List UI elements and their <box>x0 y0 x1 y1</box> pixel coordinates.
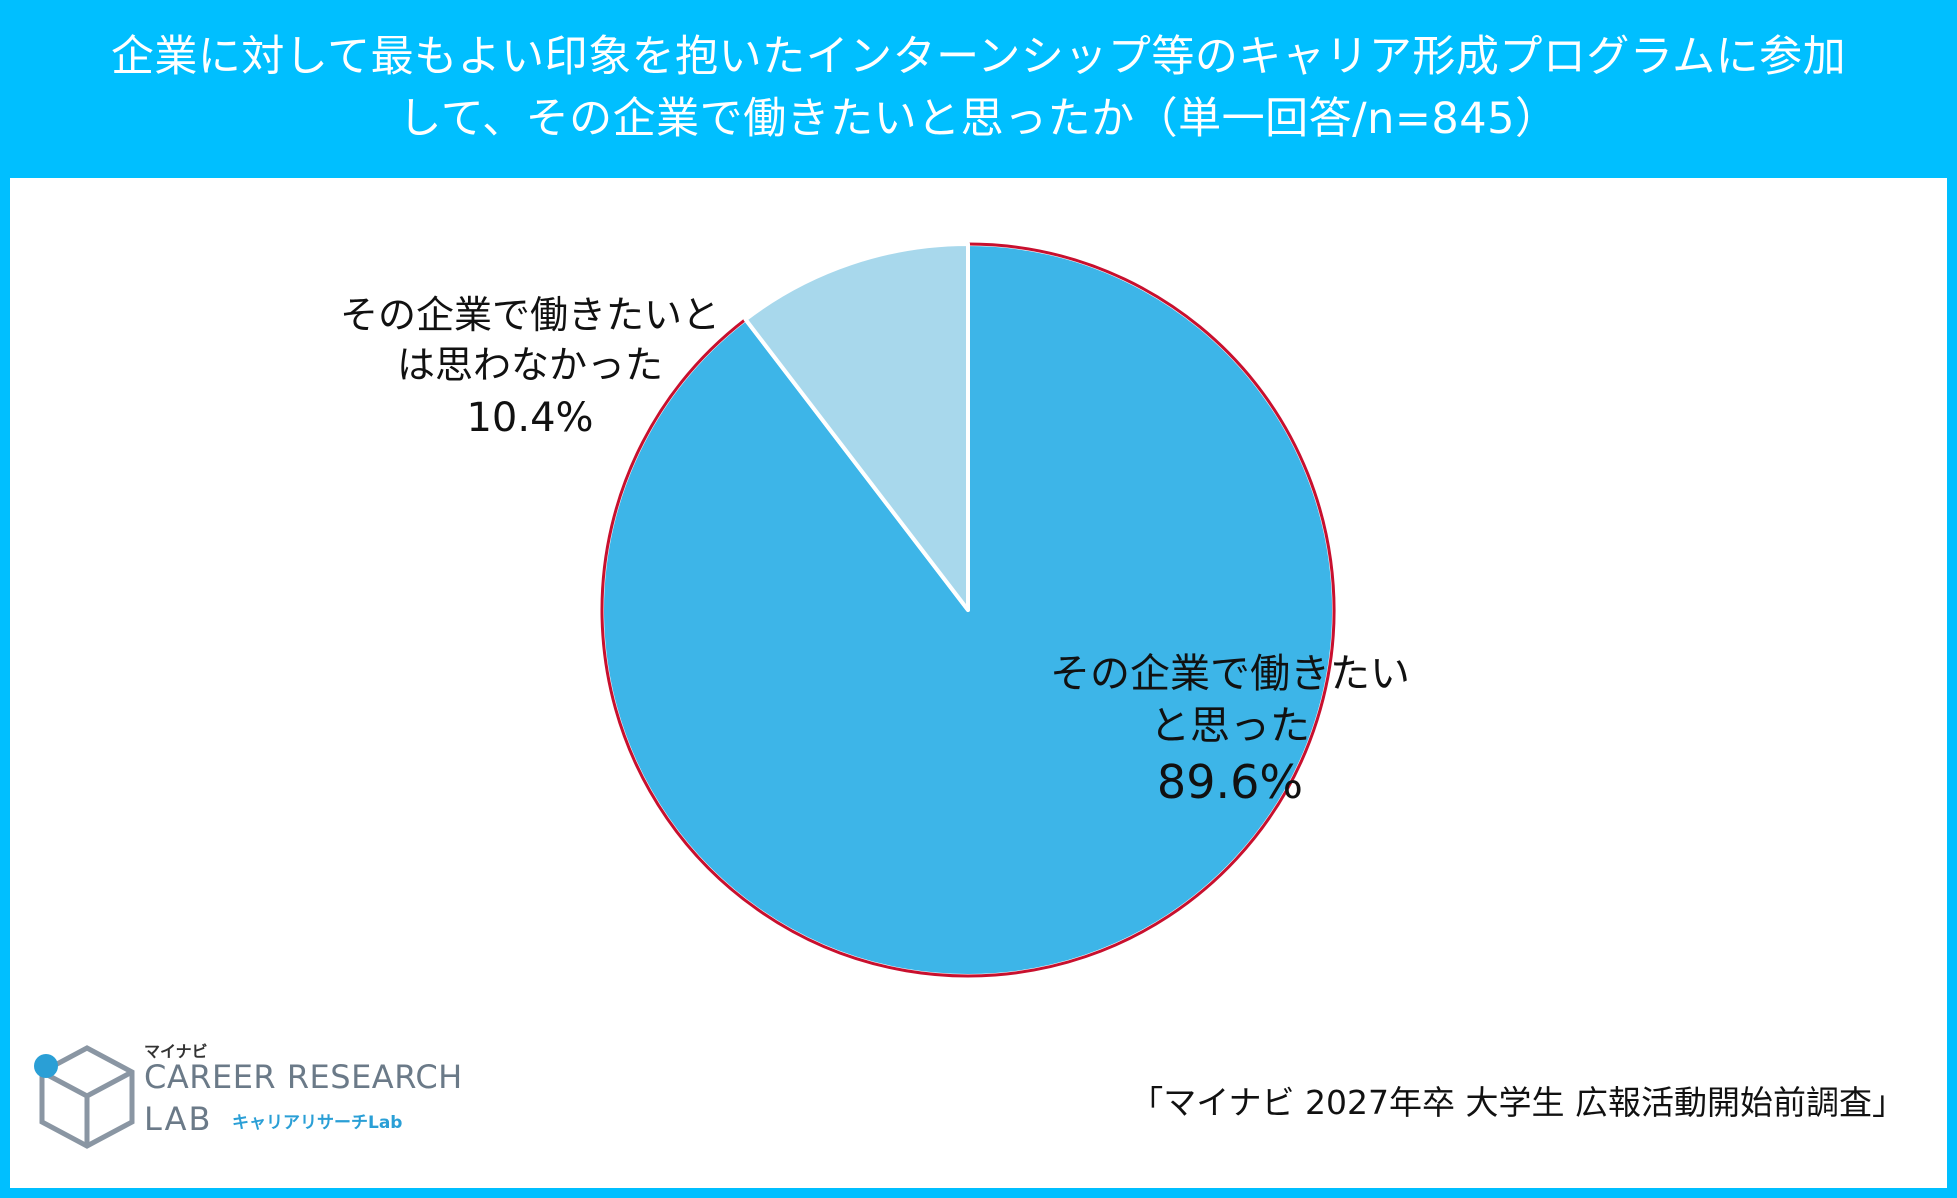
slice-label-yes: その企業で働きたい と思った 89.6% <box>960 648 1500 812</box>
slice-label-no-line2: は思わなかった <box>396 343 663 387</box>
slice-label-no-line1: その企業で働きたいと <box>339 293 720 337</box>
logo-brand-top: マイナビ <box>144 1042 208 1061</box>
logo-sub: キャリアリサーチLab <box>232 1113 403 1133</box>
cube-logo-icon <box>34 1045 135 1149</box>
chart-title-line1: 企業に対して最もよい印象を抱いたインターンシップ等のキャリア形成プログラムに参加 <box>110 31 1847 82</box>
pie-chart <box>600 242 1336 978</box>
slice-label-no: その企業で働きたいと は思わなかった 10.4% <box>280 290 780 446</box>
chart-panel: その企業で働きたい と思った 89.6% その企業で働きたいと は思わなかった … <box>10 178 1947 1188</box>
source-note: 「マイナビ 2027年卒 大学生 広報活動開始前調査」 <box>1130 1083 1905 1122</box>
pie-slice-1 <box>743 242 970 612</box>
slice-value-yes: 89.6% <box>1156 755 1304 809</box>
logo-line1: CAREER RESEARCH <box>144 1058 463 1096</box>
chart-header: 企業に対して最もよい印象を抱いたインターンシップ等のキャリア形成プログラムに参加… <box>0 0 1957 175</box>
slice-label-yes-line2: と思った <box>1150 703 1310 749</box>
chart-title-line2: して、その企業で働きたいと思ったか（単一回答/n=845） <box>398 93 1559 144</box>
slice-value-no: 10.4% <box>466 395 594 441</box>
pie-slice-0-outline <box>600 242 1336 978</box>
logo-line2: LAB <box>144 1100 213 1138</box>
slice-label-yes-line1: その企業で働きたい <box>1050 651 1410 697</box>
career-research-lab-logo: マイナビ CAREER RESEARCH LAB キャリアリサーチLab <box>32 1038 472 1158</box>
